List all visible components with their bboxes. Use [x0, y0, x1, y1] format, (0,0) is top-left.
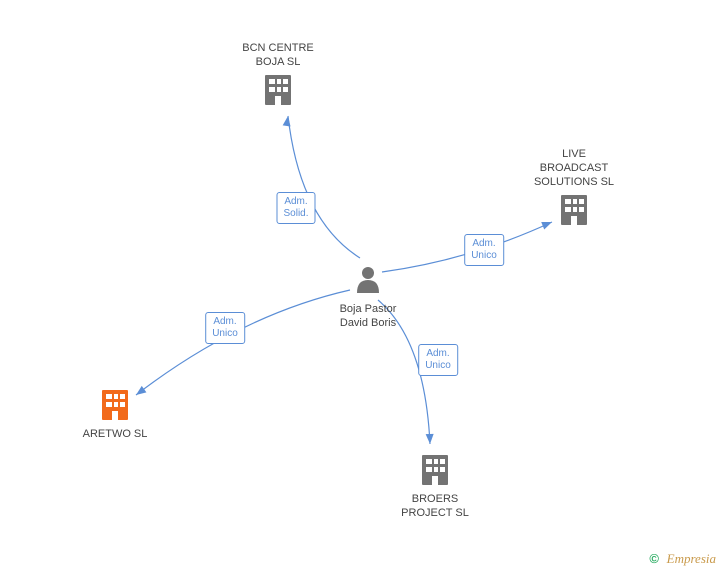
building-icon: [102, 390, 128, 420]
node-label: LIVE BROADCAST SOLUTIONS SL: [534, 147, 614, 189]
diagram-canvas: Boja Pastor David Boris BCN CENTRE BOJA S…: [0, 0, 728, 575]
edge-arrow: [541, 218, 553, 229]
person-icon: [357, 267, 379, 293]
node-label: ARETWO SL: [83, 427, 148, 441]
node-label: Boja Pastor David Boris: [340, 302, 397, 330]
node-label: BROERS PROJECT SL: [401, 492, 469, 520]
edge-arrow: [426, 434, 434, 444]
edge-label: Adm. Unico: [418, 344, 458, 376]
edge-label: Adm. Unico: [464, 234, 504, 266]
node-broers[interactable]: BROERS PROJECT SL: [401, 488, 469, 520]
edge-path: [288, 116, 360, 258]
edge-label: Adm. Unico: [205, 312, 245, 344]
node-bcn[interactable]: BCN CENTRE BOJA SL: [242, 41, 314, 71]
edges-layer: [0, 0, 728, 575]
node-live[interactable]: LIVE BROADCAST SOLUTIONS SL: [534, 147, 614, 191]
building-icon: [265, 75, 291, 105]
node-aretwo[interactable]: ARETWO SL: [83, 423, 148, 441]
edge-label: Adm. Solid.: [276, 192, 315, 224]
building-icon: [422, 455, 448, 485]
copyright-symbol: ©: [649, 551, 659, 566]
node-center[interactable]: Boja Pastor David Boris: [340, 298, 397, 330]
building-icon: [561, 195, 587, 225]
footer: © Empresia: [649, 551, 716, 567]
brand-name: Empresia: [667, 551, 716, 566]
edge-arrow: [283, 115, 292, 126]
node-label: BCN CENTRE BOJA SL: [242, 41, 314, 69]
edge-arrow: [134, 386, 147, 398]
